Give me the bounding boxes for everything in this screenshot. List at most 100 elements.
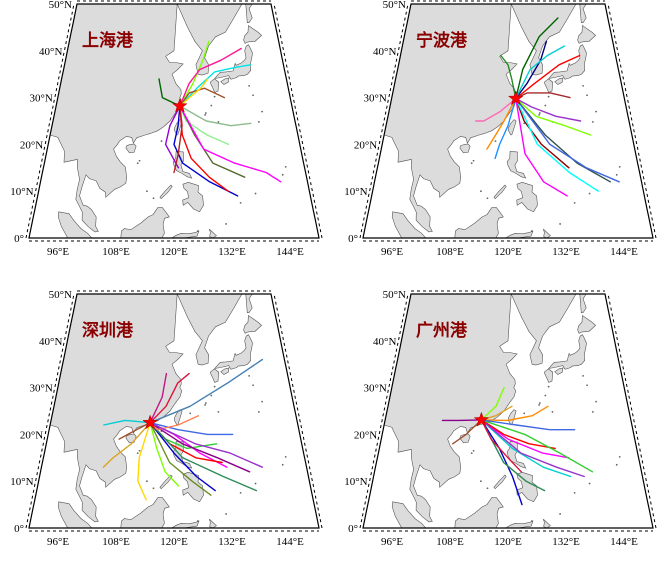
typhoon-track: [102, 422, 151, 468]
port-title: 深圳港: [82, 320, 134, 341]
longitude-label: 120°E: [494, 536, 522, 548]
typhoon-track: [149, 422, 251, 473]
typhoon-track: [118, 422, 151, 440]
island: [209, 78, 220, 93]
typhoon-track: [149, 422, 212, 496]
island: [543, 518, 551, 528]
typhoon-track: [515, 97, 620, 183]
typhoon-track: [515, 97, 570, 169]
small-island: [136, 452, 139, 455]
small-island: [588, 482, 591, 485]
typhoon-track: [486, 97, 517, 150]
island: [245, 294, 253, 313]
island: [459, 143, 471, 154]
typhoon-track: [475, 97, 517, 122]
island: [554, 367, 564, 375]
island: [170, 520, 200, 528]
typhoon-track: [164, 105, 181, 169]
island: [548, 44, 587, 80]
latitude-label: 10°N: [344, 186, 367, 198]
small-island: [538, 402, 541, 404]
island: [543, 368, 554, 383]
frame-scale-bar: [359, 293, 409, 529]
small-island: [217, 121, 220, 123]
latitude-label: 10°N: [344, 476, 367, 488]
longitude-label: 96°E: [47, 246, 69, 258]
island: [220, 367, 230, 375]
small-island: [152, 197, 155, 200]
island: [159, 474, 173, 490]
typhoon-track: [149, 422, 234, 436]
typhoon-track: [480, 419, 522, 473]
island: [159, 184, 173, 200]
island: [579, 4, 587, 23]
island: [579, 294, 587, 313]
typhoon-track: [480, 419, 572, 478]
island: [516, 181, 538, 213]
small-island: [551, 411, 554, 413]
longitude-label: 96°E: [47, 536, 69, 548]
island: [182, 181, 204, 213]
small-island: [538, 114, 541, 116]
small-island: [538, 404, 541, 406]
island: [516, 471, 538, 503]
map-content: [29, 4, 287, 238]
longitude-label: 144°E: [276, 246, 304, 258]
latitude-label: 0°: [14, 233, 24, 245]
small-island: [531, 230, 533, 232]
typhoon-track: [515, 45, 565, 100]
island: [504, 230, 534, 238]
longitude-label: 132°E: [552, 246, 580, 258]
small-island: [470, 162, 473, 165]
island: [57, 501, 93, 528]
frame-scale-bar: [273, 293, 323, 529]
island: [454, 207, 504, 238]
latitude-label: 20°N: [354, 139, 377, 151]
island: [391, 211, 427, 238]
small-island: [213, 385, 216, 388]
map-content: [29, 294, 287, 528]
longitude-label: 144°E: [610, 536, 638, 548]
typhoon-track: [515, 40, 548, 100]
latitude-label: 0°: [14, 523, 24, 535]
small-island: [573, 202, 576, 204]
typhoon-track: [173, 105, 183, 174]
latitude-label: 20°N: [20, 429, 43, 441]
small-island: [615, 173, 618, 176]
island: [182, 471, 204, 503]
island: [391, 501, 427, 528]
longitude-label: 120°E: [494, 246, 522, 258]
typhoon-track: [500, 54, 517, 100]
land-mass: [29, 4, 243, 238]
land-mass: [29, 294, 243, 528]
small-island: [538, 112, 541, 114]
port-star-icon: [507, 90, 524, 106]
latitude-label: 20°N: [20, 139, 43, 151]
typhoon-track: [149, 422, 263, 468]
small-island: [204, 404, 207, 406]
small-island: [213, 95, 216, 98]
small-island: [284, 455, 287, 458]
small-island: [210, 394, 213, 397]
port-title: 宁波港: [416, 30, 468, 51]
typhoon-track: [480, 405, 549, 422]
small-island: [225, 223, 228, 225]
small-island: [138, 449, 141, 452]
typhoon-track: [149, 422, 258, 492]
small-island: [618, 165, 621, 168]
longitude-label: 108°E: [436, 246, 464, 258]
longitude-label: 96°E: [381, 246, 403, 258]
small-island: [582, 375, 585, 377]
longitude-label: 108°E: [436, 536, 464, 548]
island: [508, 119, 517, 136]
typhoon-track: [149, 372, 190, 424]
longitude-label: 108°E: [102, 536, 130, 548]
island: [543, 78, 554, 93]
small-island: [544, 104, 547, 107]
small-island: [281, 173, 284, 176]
small-island: [261, 400, 264, 403]
typhoon-track: [515, 97, 568, 197]
typhoon-track: [179, 105, 282, 183]
typhoon-track: [480, 419, 556, 450]
